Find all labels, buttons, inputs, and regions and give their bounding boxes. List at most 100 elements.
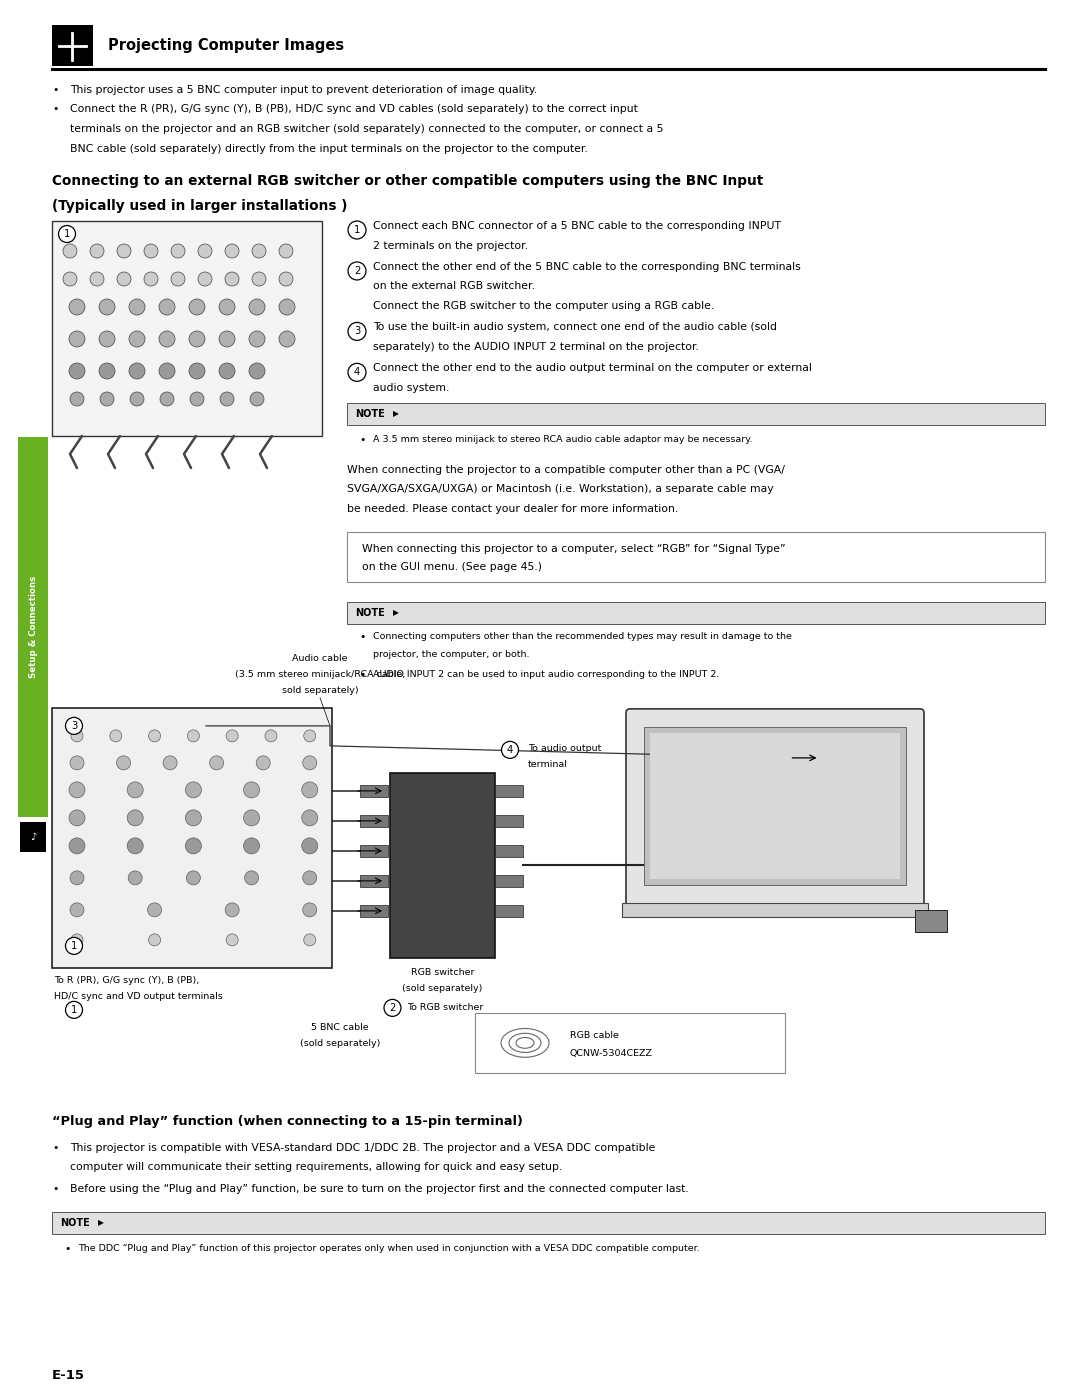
Circle shape — [117, 272, 131, 286]
Circle shape — [348, 263, 366, 279]
Circle shape — [187, 729, 200, 742]
Text: •: • — [52, 85, 58, 95]
Circle shape — [189, 299, 205, 314]
Circle shape — [279, 331, 295, 346]
Circle shape — [70, 393, 84, 407]
Circle shape — [129, 331, 145, 346]
Text: “Plug and Play” function (when connecting to a 15-pin terminal): “Plug and Play” function (when connectin… — [52, 1115, 523, 1127]
Circle shape — [265, 729, 276, 742]
Circle shape — [303, 933, 315, 946]
Circle shape — [159, 363, 175, 379]
Circle shape — [127, 782, 144, 798]
Text: HD/C sync and VD output terminals: HD/C sync and VD output terminals — [54, 992, 222, 1000]
Text: on the external RGB switcher.: on the external RGB switcher. — [373, 281, 535, 292]
Text: To use the built-in audio system, connect one end of the audio cable (sold: To use the built-in audio system, connec… — [373, 323, 777, 332]
Text: be needed. Please contact your dealer for more information.: be needed. Please contact your dealer fo… — [347, 504, 678, 514]
Bar — [495, 845, 523, 856]
Circle shape — [348, 323, 366, 341]
Text: 4: 4 — [354, 367, 360, 377]
Text: E-15: E-15 — [52, 1369, 85, 1382]
Text: Connecting to an external RGB switcher or other compatible computers using the B: Connecting to an external RGB switcher o… — [52, 173, 764, 187]
Text: SVGA/XGA/SXGA/UXGA) or Macintosh (i.e. Workstation), a separate cable may: SVGA/XGA/SXGA/UXGA) or Macintosh (i.e. W… — [347, 485, 773, 495]
Circle shape — [187, 870, 201, 884]
Text: 4: 4 — [507, 745, 513, 754]
Text: This projector uses a 5 BNC computer input to prevent deterioration of image qua: This projector uses a 5 BNC computer inp… — [70, 85, 537, 95]
Text: •: • — [359, 434, 365, 444]
Text: (3.5 mm stereo minijack/RCA cable,: (3.5 mm stereo minijack/RCA cable, — [234, 671, 405, 679]
Text: •: • — [52, 105, 58, 115]
Circle shape — [100, 393, 114, 407]
Circle shape — [163, 756, 177, 770]
Circle shape — [70, 870, 84, 884]
Circle shape — [249, 331, 265, 346]
Circle shape — [198, 244, 212, 258]
Circle shape — [279, 244, 293, 258]
Circle shape — [219, 299, 235, 314]
Text: ♪: ♪ — [30, 833, 36, 842]
Circle shape — [186, 810, 201, 826]
Bar — [390, 773, 495, 958]
Bar — [495, 814, 523, 827]
Bar — [360, 814, 388, 827]
Text: terminals on the projector and an RGB switcher (sold separately) connected to th: terminals on the projector and an RGB sw… — [70, 124, 663, 134]
Circle shape — [348, 363, 366, 381]
Bar — [21, 821, 46, 852]
Text: Projecting Computer Images: Projecting Computer Images — [108, 38, 345, 53]
Circle shape — [219, 363, 235, 379]
Text: QCNW-5304CEZZ: QCNW-5304CEZZ — [570, 1049, 653, 1058]
Circle shape — [302, 870, 316, 884]
Circle shape — [219, 331, 235, 346]
Text: NOTE: NOTE — [355, 608, 384, 617]
Circle shape — [384, 999, 401, 1017]
Circle shape — [252, 272, 266, 286]
Circle shape — [69, 299, 85, 314]
Bar — [915, 909, 947, 932]
Text: RGB cable: RGB cable — [651, 861, 700, 870]
Circle shape — [129, 363, 145, 379]
Text: 1: 1 — [64, 229, 70, 239]
Text: sold separately): sold separately) — [282, 686, 359, 694]
Circle shape — [225, 272, 239, 286]
Text: Setup & Connections: Setup & Connections — [28, 576, 38, 678]
Circle shape — [226, 729, 239, 742]
Circle shape — [301, 810, 318, 826]
Circle shape — [129, 870, 143, 884]
Text: When connecting this projector to a computer, select “RGB” for “Signal Type”: When connecting this projector to a comp… — [362, 543, 785, 553]
Circle shape — [144, 272, 158, 286]
Circle shape — [129, 299, 145, 314]
Text: ③: ③ — [24, 718, 32, 726]
Circle shape — [127, 838, 144, 854]
Circle shape — [186, 782, 201, 798]
Text: 1: 1 — [71, 940, 77, 951]
Text: RGB cable: RGB cable — [570, 1031, 619, 1039]
Circle shape — [99, 331, 114, 346]
Text: separately) to the AUDIO INPUT 2 terminal on the projector.: separately) to the AUDIO INPUT 2 termina… — [373, 342, 699, 352]
Circle shape — [90, 244, 104, 258]
Text: 2 terminals on the projector.: 2 terminals on the projector. — [373, 240, 528, 250]
Bar — [360, 785, 388, 796]
Text: When connecting the projector to a compatible computer other than a PC (VGA/: When connecting the projector to a compa… — [347, 465, 785, 475]
Circle shape — [501, 742, 518, 759]
Text: •: • — [64, 1243, 70, 1255]
Circle shape — [302, 902, 316, 916]
Text: ▶: ▶ — [98, 1218, 104, 1228]
Circle shape — [226, 933, 239, 946]
Text: (sold separately): (sold separately) — [300, 1039, 380, 1048]
Circle shape — [252, 244, 266, 258]
Text: To RGB switcher: To RGB switcher — [407, 1003, 484, 1013]
Bar — [360, 905, 388, 916]
Circle shape — [244, 810, 259, 826]
Text: computer will communicate their setting requirements, allowing for quick and eas: computer will communicate their setting … — [70, 1162, 563, 1172]
Circle shape — [301, 838, 318, 854]
Text: 3: 3 — [71, 721, 77, 731]
Circle shape — [69, 363, 85, 379]
Text: Connect each BNC connector of a 5 BNC cable to the corresponding INPUT: Connect each BNC connector of a 5 BNC ca… — [373, 221, 781, 231]
Bar — [347, 402, 1045, 425]
Text: The DDC “Plug and Play” function of this projector operates only when used in co: The DDC “Plug and Play” function of this… — [78, 1243, 700, 1253]
Bar — [495, 785, 523, 796]
Circle shape — [66, 718, 82, 735]
Text: Connect the R (PR), G/G sync (Y), B (PB), HD/C sync and VD cables (sold separate: Connect the R (PR), G/G sync (Y), B (PB)… — [70, 105, 638, 115]
Text: 2: 2 — [389, 1003, 395, 1013]
Text: AUDIO INPUT 2 can be used to input audio corresponding to the INPUT 2.: AUDIO INPUT 2 can be used to input audio… — [373, 671, 719, 679]
Text: RGB switcher: RGB switcher — [410, 968, 474, 977]
